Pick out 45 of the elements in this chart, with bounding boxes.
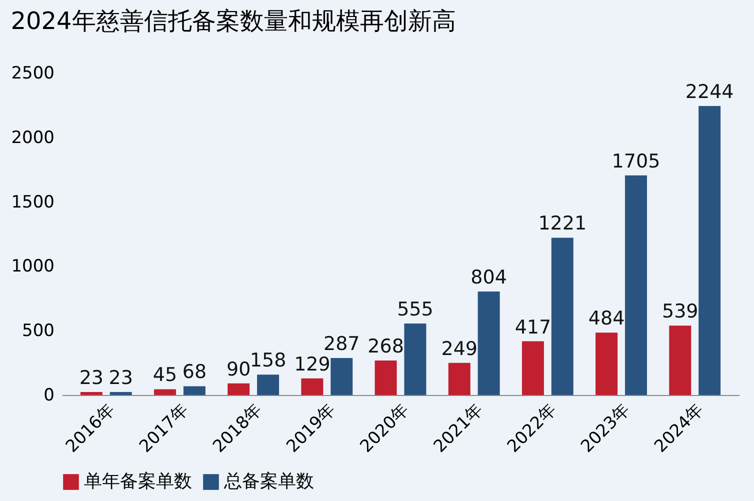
y-tick-label: 2000 [11,128,54,148]
bar [478,291,500,395]
data-label: 417 [514,316,552,338]
bar [448,362,470,395]
chart-title: 2024年慈善信托备案数量和规模再创新高 [10,7,456,35]
data-label: 804 [470,266,507,288]
bar [183,386,206,395]
bar [596,332,618,395]
data-label: 484 [588,308,625,330]
bar [80,392,102,395]
legend-label: 单年备案单数 [84,471,192,492]
data-label: 2244 [685,80,734,103]
data-label: 1221 [538,212,587,235]
bar [154,389,176,395]
bar [669,326,692,395]
data-label: 23 [79,367,104,390]
data-label: 90 [226,358,251,380]
bar [624,175,647,395]
data-label: 23 [108,367,133,390]
y-tick-label: 2500 [11,64,54,84]
bar [257,374,280,395]
data-label: 1705 [612,150,660,172]
data-label: 45 [152,364,178,386]
legend-label: 总备案单数 [223,471,314,492]
bar [374,360,397,395]
bar [228,383,250,395]
y-tick-label: 1500 [11,192,54,212]
bar [551,238,574,395]
data-label: 287 [324,333,360,356]
data-label: 158 [250,350,286,372]
bar [301,378,324,395]
bar [330,358,353,395]
data-label: 129 [294,353,330,376]
data-label: 68 [182,361,207,384]
y-tick-label: 1000 [11,256,54,277]
data-label: 555 [397,298,434,321]
data-label: 249 [441,338,478,360]
bar [110,392,132,395]
data-label: 539 [662,300,698,323]
bar [698,106,721,395]
data-label: 268 [368,335,404,358]
y-tick-label: 0 [44,386,54,406]
bar [404,324,426,395]
bar [522,341,544,395]
y-tick-label: 500 [22,321,54,342]
